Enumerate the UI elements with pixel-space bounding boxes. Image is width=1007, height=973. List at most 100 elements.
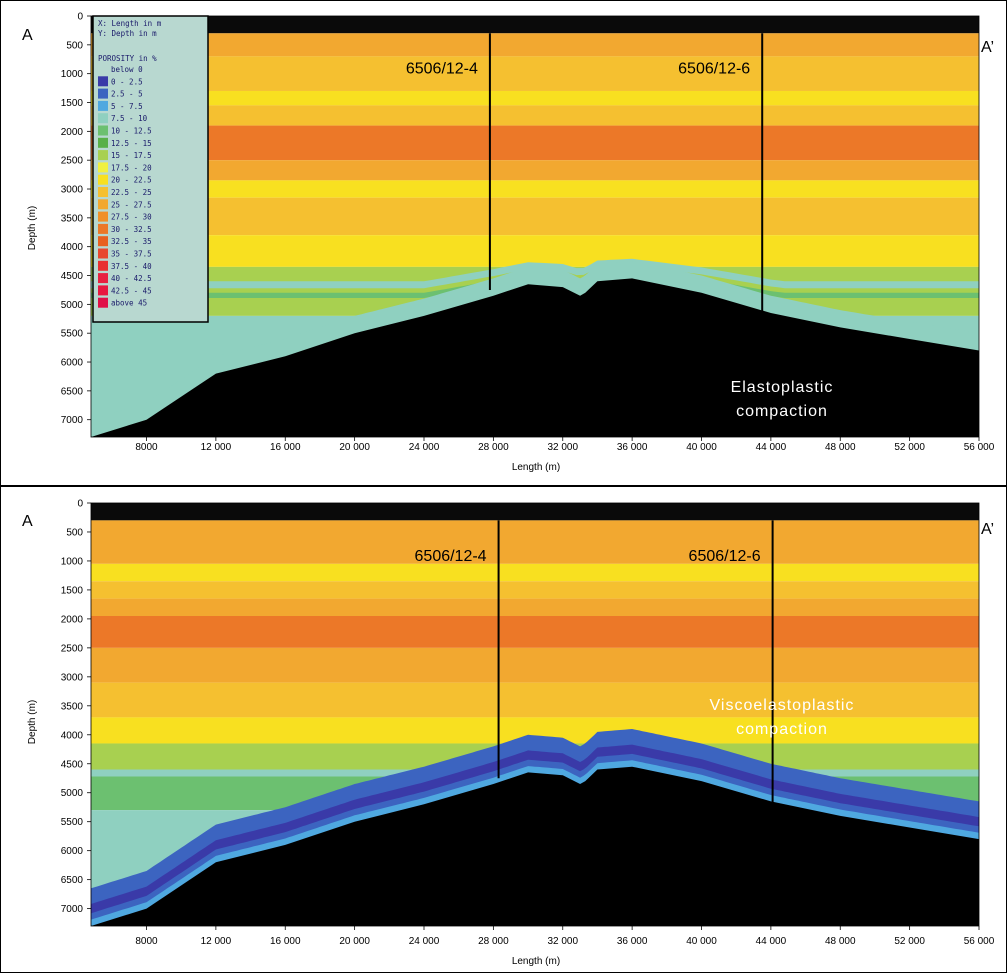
y-tick-label: 4500 [61, 271, 84, 282]
porosity-band [91, 235, 979, 267]
legend-entry-label: 27.5 - 30 [111, 213, 152, 222]
legend-swatch [98, 150, 108, 161]
y-tick-label: 1500 [61, 98, 84, 109]
x-tick-label: 8000 [135, 442, 158, 453]
x-tick-label: 20 000 [339, 442, 370, 453]
porosity-band [91, 503, 979, 521]
y-tick-label: 6500 [61, 386, 84, 397]
x-tick-label: 12 000 [201, 442, 232, 453]
x-tick-label: 32 000 [547, 442, 578, 453]
x-axis-label: Length (m) [512, 462, 560, 473]
legend-swatch [98, 260, 108, 271]
legend-entry-label: above 45 [111, 299, 147, 308]
porosity-band [91, 615, 979, 648]
legend-entry-label: 25 - 27.5 [111, 200, 152, 209]
porosity-band [91, 180, 979, 198]
y-tick-label: 3000 [61, 672, 84, 683]
panel-2: 6506/12-4 6506/12-6 8000 12 000 16 000 20 000… [61, 499, 995, 948]
plot-border [90, 15, 980, 438]
x-tick-label: 48 000 [825, 442, 856, 453]
plot-border [90, 502, 980, 927]
legend-entry-label: 2.5 - 5 [111, 90, 143, 99]
legend-entry-label: 5 - 7.5 [111, 102, 143, 111]
legend-entry-label: 15 - 17.5 [111, 151, 152, 160]
y-tick-label: 2000 [61, 127, 84, 138]
legend-swatch [98, 236, 108, 247]
legend-swatch [98, 187, 108, 197]
y-tick-label: 0 [77, 12, 83, 23]
y-tick-label: 500 [66, 527, 83, 538]
porosity-deep-zone [91, 261, 979, 437]
legend-entry-label: below 0 [111, 65, 143, 74]
porosity-band [91, 598, 979, 616]
x-tick-label: 52 000 [894, 442, 925, 453]
porosity-band [91, 160, 979, 181]
porosity-band [91, 581, 979, 599]
y-tick-label: 2000 [61, 614, 84, 625]
legend-entry-label: 17.5 - 20 [111, 163, 152, 172]
compaction-annotation: compaction [736, 403, 828, 420]
porosity-band [91, 197, 979, 236]
well-label: 6506/12-6 [689, 548, 761, 565]
x-tick-label: 20 000 [339, 936, 370, 947]
x-tick-label: 32 000 [547, 936, 578, 947]
legend-box [92, 15, 209, 323]
x-tick-label: 44 000 [756, 936, 787, 947]
x-tick-label: 24 000 [409, 442, 440, 453]
y-tick-label: 1500 [61, 585, 84, 596]
legend-header: X: Length in m [98, 19, 162, 28]
section-start-label: A [22, 513, 33, 530]
y-tick-label: 1000 [61, 556, 84, 567]
y-tick-label: 6000 [61, 358, 84, 369]
y-axis-label: Depth (m) [27, 206, 38, 250]
legend-title: POROSITY in % [98, 54, 157, 63]
x-tick-label: 12 000 [201, 936, 232, 947]
x-tick-label: 16 000 [270, 442, 301, 453]
legend-swatch [98, 211, 108, 222]
legend-entry-label: 32.5 - 35 [111, 237, 152, 246]
x-tick-label: 40 000 [686, 936, 717, 947]
well-label: 6506/12-4 [415, 548, 487, 565]
porosity-lens [91, 258, 979, 289]
x-tick-label: 36 000 [617, 442, 648, 453]
legend-swatch [98, 76, 108, 87]
legend-entry-label: 35 - 37.5 [111, 250, 152, 259]
legend-swatch [98, 199, 108, 210]
porosity-band [91, 682, 979, 718]
legend-entry-label: 20 - 22.5 [111, 176, 152, 185]
legend-entry-label: 22.5 - 25 [111, 188, 152, 197]
y-tick-label: 4500 [61, 759, 84, 770]
porosity-band [91, 125, 979, 161]
compaction-annotation: Elastoplastic [731, 379, 834, 396]
legend-swatch [98, 162, 108, 173]
legend-swatch [98, 113, 108, 124]
x-tick-label: 24 000 [409, 936, 440, 947]
legend-swatch [98, 88, 108, 99]
porosity-band [91, 33, 979, 57]
y-tick-label: 500 [66, 40, 83, 51]
legend-swatch [98, 100, 108, 111]
legend-swatch [98, 174, 108, 185]
legend-entry-label: 30 - 32.5 [111, 225, 152, 234]
y-tick-label: 7000 [61, 415, 84, 426]
basement [91, 766, 979, 926]
porosity-band [91, 647, 979, 683]
porosity-band [91, 56, 979, 91]
y-tick-label: 4000 [61, 242, 84, 253]
x-tick-label: 52 000 [894, 936, 925, 947]
x-tick-label: 40 000 [686, 442, 717, 453]
y-tick-label: 2500 [61, 156, 84, 167]
x-tick-label: 16 000 [270, 936, 301, 947]
legend-header: Y: Depth in m [98, 29, 157, 38]
porosity-lens [91, 270, 979, 298]
legend-entry-label: 37.5 - 40 [111, 262, 152, 271]
legend-entry-label: 42.5 - 45 [111, 286, 152, 295]
x-tick-label: 48 000 [825, 936, 856, 947]
porosity-layers [91, 503, 979, 926]
y-tick-label: 6500 [61, 875, 84, 886]
well-label: 6506/12-6 [678, 61, 750, 78]
x-tick-label: 56 000 [964, 442, 995, 453]
y-tick-label: 5000 [61, 300, 84, 311]
legend-swatch [98, 297, 108, 308]
